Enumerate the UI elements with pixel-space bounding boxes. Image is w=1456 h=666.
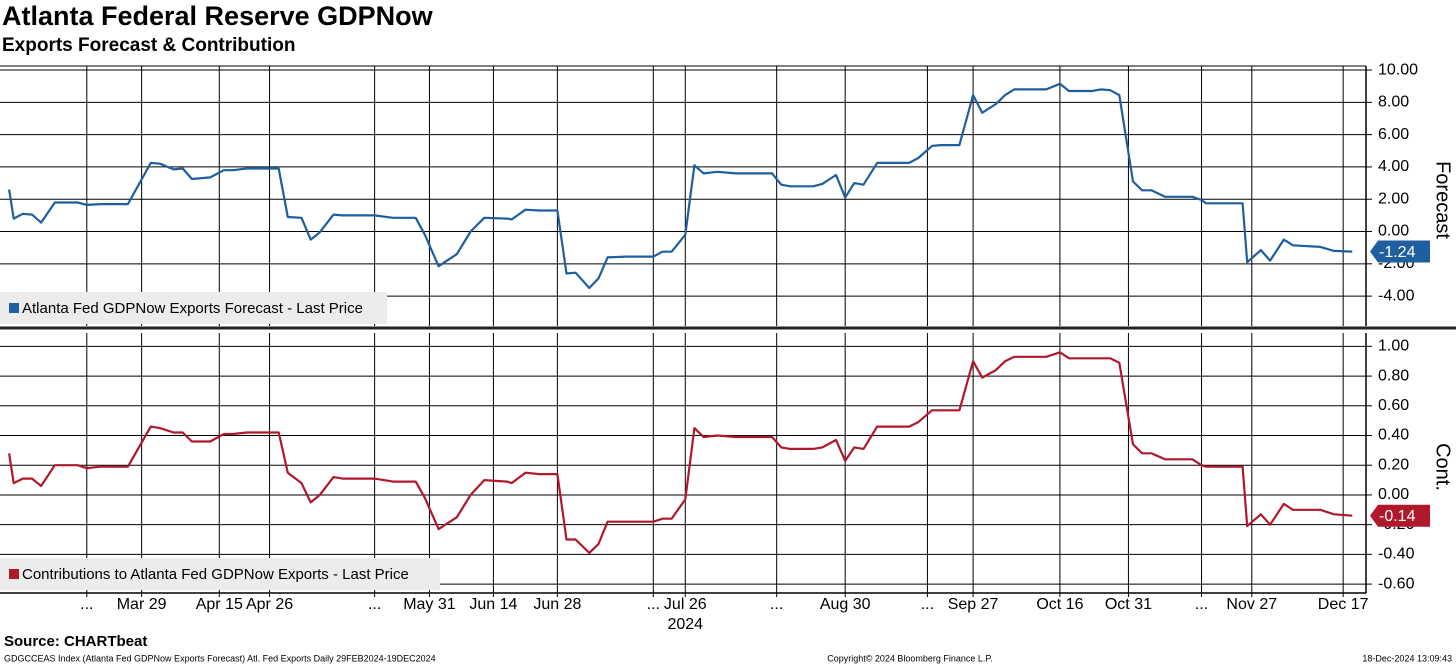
chart-subtitle: Exports Forecast & Contribution — [2, 35, 295, 56]
y-tick-label: 0.00 — [1378, 486, 1409, 503]
last-value-label: -1.24 — [1379, 244, 1416, 261]
y-tick-label: 4.00 — [1378, 158, 1409, 175]
y-tick-label: 0.00 — [1378, 223, 1409, 240]
y-tick-label: 1.00 — [1378, 338, 1409, 355]
series-line — [8, 351, 1353, 554]
x-tick-label: Nov 27 — [1226, 596, 1277, 613]
legend-box — [0, 292, 387, 324]
legend-swatch — [9, 569, 19, 579]
x-tick-label: ... — [1195, 596, 1208, 613]
legend-label: Contributions to Atlanta Fed GDPNow Expo… — [22, 566, 409, 583]
last-value-badge — [1370, 504, 1430, 527]
x-tick-label: ... — [368, 596, 381, 613]
y-tick-label: 0.60 — [1378, 397, 1409, 414]
x-tick-label: Jul 26 — [664, 596, 707, 613]
legend-box — [0, 558, 440, 590]
footer-index: GDGCCEAS Index (Atlanta Fed GDPNow Expor… — [4, 653, 436, 663]
x-tick-label: Aug 30 — [820, 596, 871, 613]
x-tick-label: Oct 16 — [1036, 596, 1083, 613]
y-tick-label: 0.20 — [1378, 456, 1409, 473]
x-tick-label: Apr 26 — [246, 596, 293, 613]
source: Source: CHARTbeat — [4, 633, 147, 650]
y-axis-label: Forecast — [1432, 161, 1454, 239]
footer-timestamp: 18-Dec-2024 13:09:43 — [1362, 653, 1452, 663]
y-tick-label: 6.00 — [1378, 126, 1409, 143]
last-value-label: -0.14 — [1379, 508, 1416, 525]
x-tick-label: Dec 17 — [1318, 596, 1369, 613]
y-tick-label: -0.60 — [1378, 575, 1415, 592]
last-value-badge — [1370, 240, 1430, 263]
x-tick-label: ... — [80, 596, 93, 613]
footer-copyright: Copyright© 2024 Bloomberg Finance L.P. — [827, 653, 993, 663]
x-tick-label: ... — [647, 596, 660, 613]
x-tick-label: Jun 28 — [533, 596, 581, 613]
series-line — [8, 82, 1353, 290]
x-tick-label: May 31 — [403, 596, 456, 613]
y-axis-label: Cont. — [1432, 443, 1454, 491]
y-tick-label: -0.40 — [1378, 546, 1415, 563]
x-tick-label: Jun 14 — [469, 596, 517, 613]
legend-swatch — [9, 303, 19, 313]
y-tick-label: 2.00 — [1378, 190, 1409, 207]
legend-label: Atlanta Fed GDPNow Exports Forecast - La… — [22, 300, 363, 317]
x-axis-label: 2024 — [667, 616, 703, 633]
chart-title: Atlanta Federal Reserve GDPNow — [2, 1, 434, 31]
y-tick-label: 0.40 — [1378, 427, 1409, 444]
x-tick-label: Oct 31 — [1105, 596, 1152, 613]
x-tick-label: ... — [921, 596, 934, 613]
x-tick-label: Mar 29 — [117, 596, 167, 613]
x-tick-label: Sep 27 — [948, 596, 999, 613]
x-tick-label: ... — [770, 596, 783, 613]
y-tick-label: 0.80 — [1378, 367, 1409, 384]
y-tick-label: 8.00 — [1378, 94, 1409, 111]
y-tick-label: -4.00 — [1378, 287, 1415, 304]
x-tick-label: Apr 15 — [196, 596, 243, 613]
y-tick-label: 10.00 — [1378, 61, 1418, 78]
